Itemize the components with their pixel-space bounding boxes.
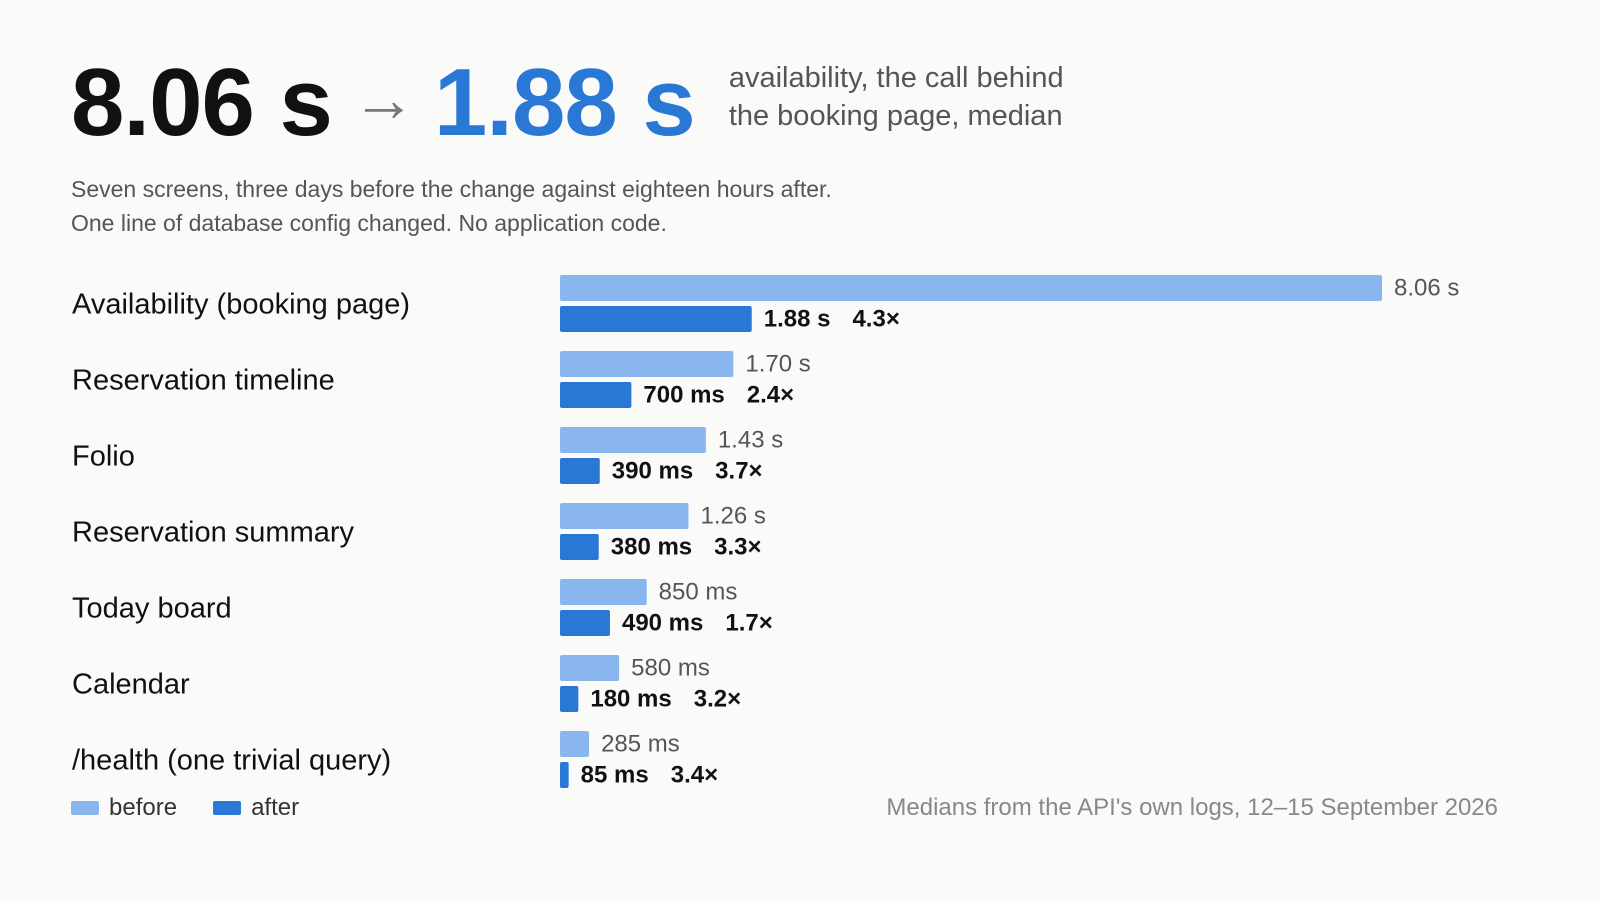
bar-after-value-label: 380 ms: [611, 533, 692, 560]
legend-label-after: after: [251, 794, 300, 821]
headline-caption-line-2: the booking page, median: [728, 100, 1063, 132]
bar-after-value-label: 390 ms: [612, 457, 693, 484]
legend-item-before: before: [71, 794, 177, 822]
bar-before: [560, 275, 1382, 301]
subtitle-line-1: Seven screens, three days before the cha…: [71, 176, 832, 202]
bar-after-value-label: 1.88 s: [764, 305, 831, 332]
speedup-label: 3.7×: [715, 457, 762, 484]
bar-before-value-label: 1.43 s: [718, 426, 783, 453]
bar-before: [560, 351, 734, 377]
bar-after: [560, 458, 600, 484]
bar-after: [560, 686, 579, 712]
bar-before: [560, 579, 647, 605]
legend-item-after: after: [213, 794, 299, 822]
speedup-label: 3.3×: [714, 533, 761, 560]
bar-before: [560, 503, 689, 529]
legend-swatch-after: [213, 801, 242, 815]
bar-before-value-label: 285 ms: [601, 730, 680, 757]
headline-caption: availability, the call behind the bookin…: [729, 59, 1129, 135]
bar-after: [560, 534, 599, 560]
subtitle: Seven screens, three days before the cha…: [71, 172, 832, 240]
bar-after-value-label: 180 ms: [590, 685, 671, 712]
bar-after: [560, 762, 569, 788]
category-label: /health (one trivial query): [72, 745, 391, 777]
category-label: Calendar: [72, 669, 190, 701]
bar-after-value-label: 85 ms: [581, 761, 649, 788]
bar-after-value-label: 700 ms: [643, 381, 724, 408]
speedup-label: 2.4×: [747, 381, 794, 408]
category-label: Availability (booking page): [72, 289, 410, 321]
legend-label-before: before: [109, 794, 178, 821]
speedup-label: 3.4×: [671, 761, 718, 788]
category-label: Folio: [72, 441, 135, 473]
bar-after: [560, 306, 752, 332]
bar-before-value-label: 1.70 s: [745, 350, 810, 377]
bar-before: [560, 655, 620, 681]
bar-after: [560, 382, 632, 408]
bar-before-value-label: 850 ms: [659, 578, 738, 605]
arrow-right-icon: →: [351, 63, 416, 135]
speedup-label: 3.2×: [694, 685, 741, 712]
bar-before-value-label: 1.26 s: [701, 502, 766, 529]
category-label: Reservation timeline: [72, 365, 335, 397]
category-label: Today board: [72, 593, 232, 625]
source-note: Medians from the API's own logs, 12–15 S…: [886, 794, 1498, 821]
bar-after: [560, 610, 610, 636]
headline-before-value: 8.06 s: [71, 49, 333, 156]
subtitle-line-2: One line of database config changed. No …: [71, 210, 667, 236]
headline-after-value: 1.88 s: [433, 49, 696, 156]
bar-before-value-label: 8.06 s: [1394, 274, 1459, 301]
legend-swatch-before: [71, 801, 99, 815]
bar-after-value-label: 490 ms: [622, 609, 703, 636]
bar-before: [560, 731, 590, 757]
speedup-label: 1.7×: [725, 609, 772, 636]
legend: before after: [71, 794, 335, 822]
bar-before-value-label: 580 ms: [631, 654, 710, 681]
bar-before: [560, 427, 706, 453]
speedup-label: 4.3×: [852, 305, 899, 332]
headline: 8.06 s → 1.88 s availability, the call b…: [71, 48, 1129, 158]
headline-caption-line-1: availability, the call behind: [728, 62, 1064, 94]
category-label: Reservation summary: [72, 517, 355, 549]
